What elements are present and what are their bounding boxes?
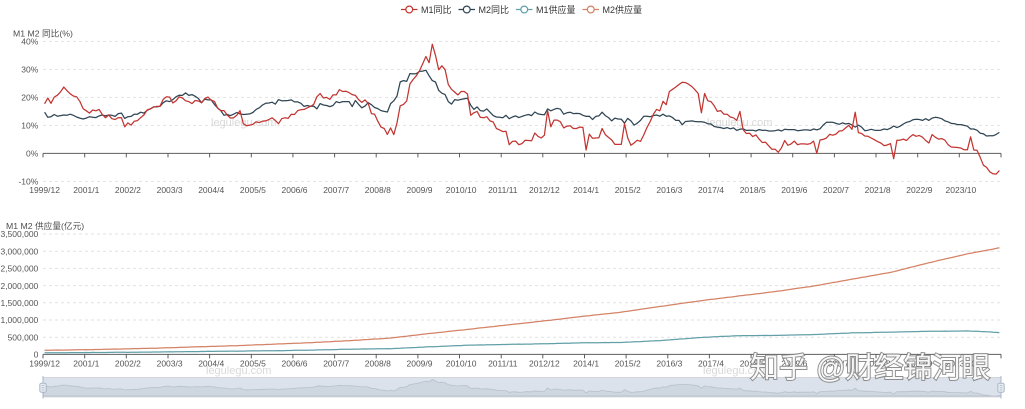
svg-text:2001/1: 2001/1 (73, 358, 99, 368)
svg-text:2020/7: 2020/7 (823, 358, 849, 368)
svg-text:2020/7: 2020/7 (823, 185, 849, 195)
svg-text:legulegu.com: legulegu.com (206, 365, 271, 377)
svg-text:2001/1: 2001/1 (73, 185, 99, 195)
svg-text:2003/3: 2003/3 (157, 358, 183, 368)
svg-text:2,500,000: 2,500,000 (0, 264, 38, 274)
svg-text:2022/9: 2022/9 (906, 185, 932, 195)
svg-text:-10%: -10% (18, 177, 38, 187)
svg-text:2023/10: 2023/10 (946, 358, 977, 368)
svg-text:40%: 40% (21, 37, 38, 47)
svg-text:2018/5: 2018/5 (740, 185, 766, 195)
svg-text:2,000,000: 2,000,000 (0, 281, 38, 291)
svg-text:2022/9: 2022/9 (906, 358, 932, 368)
svg-text:2021/8: 2021/8 (865, 185, 891, 195)
svg-text:legulegu.com: legulegu.com (707, 117, 772, 129)
svg-text:知乎 @财经锦河眼: 知乎 @财经锦河眼 (750, 352, 991, 385)
svg-text:M2供应量: M2供应量 (603, 4, 643, 15)
svg-text:2015/2: 2015/2 (615, 185, 641, 195)
svg-text:2017/4: 2017/4 (698, 358, 724, 368)
svg-text:2009/9: 2009/9 (407, 185, 433, 195)
svg-text:2014/1: 2014/1 (573, 185, 599, 195)
svg-text:2012/12: 2012/12 (529, 185, 560, 195)
svg-text:2018/5: 2018/5 (740, 358, 766, 368)
svg-text:2007/7: 2007/7 (323, 185, 349, 195)
svg-text:0%: 0% (26, 149, 39, 159)
svg-text:legulegu.com: legulegu.com (703, 365, 768, 377)
svg-text:2023/10: 2023/10 (946, 185, 977, 195)
svg-text:30%: 30% (21, 65, 38, 75)
svg-text:2021/8: 2021/8 (865, 358, 891, 368)
svg-text:1999/12: 1999/12 (29, 358, 60, 368)
svg-text:2011/11: 2011/11 (488, 185, 518, 195)
svg-text:2003/3: 2003/3 (157, 185, 183, 195)
svg-text:2019/6: 2019/6 (781, 358, 807, 368)
svg-text:2006/6: 2006/6 (282, 185, 308, 195)
svg-text:2008/8: 2008/8 (365, 185, 391, 195)
svg-text:3,000,000: 3,000,000 (0, 246, 38, 256)
svg-text:2019/6: 2019/6 (781, 185, 807, 195)
svg-text:2005/5: 2005/5 (240, 185, 266, 195)
svg-text:知乎 @财经锦河眼: 知乎 @财经锦河眼 (750, 352, 991, 385)
svg-text:0: 0 (34, 350, 39, 360)
svg-text:2010/10: 2010/10 (446, 185, 477, 195)
svg-text:2014/1: 2014/1 (573, 358, 599, 368)
svg-text:2002/2: 2002/2 (115, 185, 141, 195)
svg-text:M1供应量: M1供应量 (536, 4, 576, 15)
svg-text:M1 M2 同比(%): M1 M2 同比(%) (13, 28, 73, 39)
svg-text:10%: 10% (21, 121, 38, 131)
svg-text:20%: 20% (21, 93, 38, 103)
svg-text:2015/2: 2015/2 (615, 358, 641, 368)
svg-text:1,500,000: 1,500,000 (0, 298, 38, 308)
svg-text:2004/4: 2004/4 (198, 358, 224, 368)
svg-text:2004/4: 2004/4 (198, 185, 224, 195)
svg-text:2002/2: 2002/2 (115, 358, 141, 368)
svg-text:2007/7: 2007/7 (323, 358, 349, 368)
svg-text:1,000,000: 1,000,000 (0, 315, 38, 325)
svg-text:2011/11: 2011/11 (488, 358, 518, 368)
svg-text:2016/3: 2016/3 (656, 358, 682, 368)
svg-text:2016/3: 2016/3 (656, 185, 682, 195)
svg-text:3,500,000: 3,500,000 (0, 229, 38, 239)
svg-text:1999/12: 1999/12 (29, 185, 60, 195)
svg-text:500,000: 500,000 (8, 332, 39, 342)
svg-text:M1同比: M1同比 (421, 4, 452, 15)
svg-text:2006/6: 2006/6 (282, 358, 308, 368)
svg-text:2010/10: 2010/10 (446, 358, 477, 368)
svg-text:2017/4: 2017/4 (698, 185, 724, 195)
svg-text:2012/12: 2012/12 (529, 358, 560, 368)
svg-text:M2同比: M2同比 (479, 4, 510, 15)
svg-text:2005/5: 2005/5 (240, 358, 266, 368)
svg-text:M1 M2 供应量(亿元): M1 M2 供应量(亿元) (6, 220, 84, 231)
svg-text:2008/8: 2008/8 (365, 358, 391, 368)
svg-text:2009/9: 2009/9 (407, 358, 433, 368)
